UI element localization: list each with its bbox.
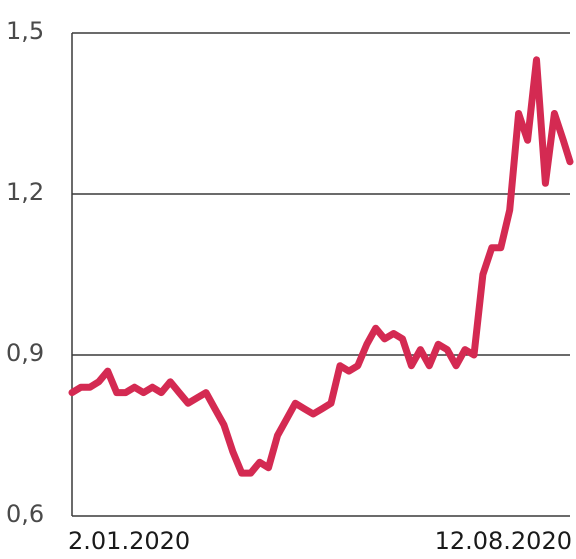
grid-lines xyxy=(71,32,570,517)
x-tick-labels: 2.01.2020 12.08.2020 xyxy=(68,527,572,555)
y-tick-label: 1,2 xyxy=(6,178,44,206)
y-tick-label: 0,9 xyxy=(6,339,44,367)
x-tick-label-end: 12.08.2020 xyxy=(435,527,572,555)
series-line-0 xyxy=(68,56,574,477)
x-tick-label-start: 2.01.2020 xyxy=(68,527,190,555)
y-tick-label: 1,5 xyxy=(6,17,44,45)
series-layer xyxy=(68,56,574,477)
y-tick-label: 0,6 xyxy=(6,500,44,528)
y-tick-labels: 1,5 1,2 0,9 0,6 xyxy=(6,17,44,528)
